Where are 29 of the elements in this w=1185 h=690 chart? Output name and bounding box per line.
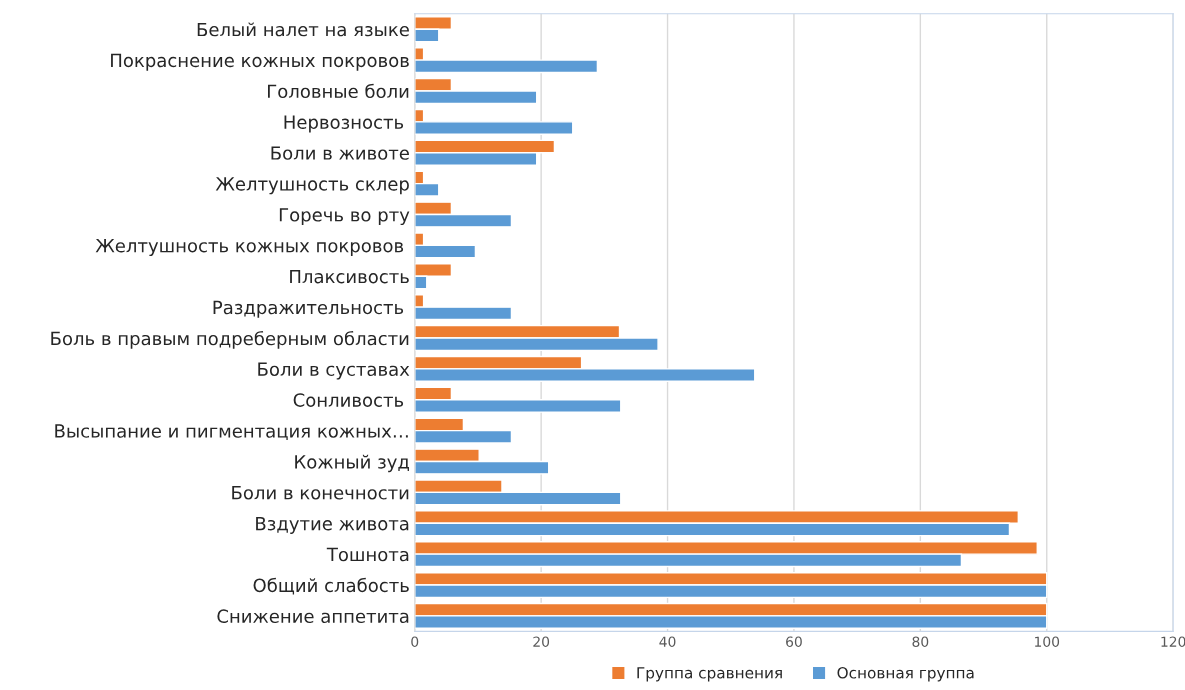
y-tick-label: Снижение аппетита <box>217 609 409 624</box>
y-tick-label: Боли в животе <box>271 146 409 160</box>
y-tick-label: Желтушность склер <box>215 177 409 195</box>
y-tick-label: Головные боли <box>268 83 409 99</box>
x-tick-label: 80 <box>912 636 929 647</box>
y-tick-label: Боли в суставах <box>258 362 410 380</box>
y-tick-label: Сонливость <box>293 393 404 407</box>
y-tick-label: Горечь во рту <box>279 208 410 226</box>
y-tick-label: Высыпание и пигментация кожных… <box>55 424 408 440</box>
y-tick-label: Тошнота <box>326 547 409 562</box>
x-tick-label: 0 <box>411 636 419 647</box>
x-tick-label: 60 <box>786 636 802 647</box>
y-tick-label: Плаксивость <box>290 269 409 284</box>
y-tick-label: Боли в конечности <box>232 486 409 500</box>
y-tick-label: Белый налет на языке <box>197 22 409 37</box>
y-tick-label: Желтушность кожных покровов <box>95 239 404 256</box>
legend-label: Основная группа <box>837 666 974 682</box>
y-tick-label: Покраснение кожных покровов <box>111 53 409 71</box>
y-tick-label: Нервозность <box>284 115 404 133</box>
x-tick-label: 20 <box>533 636 550 647</box>
y-tick-label: Вздутие живота <box>256 516 409 534</box>
y-tick-label: Кожный зуд <box>295 454 409 473</box>
y-tick-label: Раздражительность <box>213 300 404 318</box>
y-tick-label: Боль в правым подреберным области <box>51 331 409 349</box>
legend-label: Группа сравнения <box>637 667 782 682</box>
x-tick-label: 120 <box>1161 636 1185 647</box>
x-tick-label: 40 <box>659 636 676 647</box>
y-tick-label: Общий слабость <box>253 577 409 595</box>
x-tick-label: 100 <box>1035 636 1060 647</box>
